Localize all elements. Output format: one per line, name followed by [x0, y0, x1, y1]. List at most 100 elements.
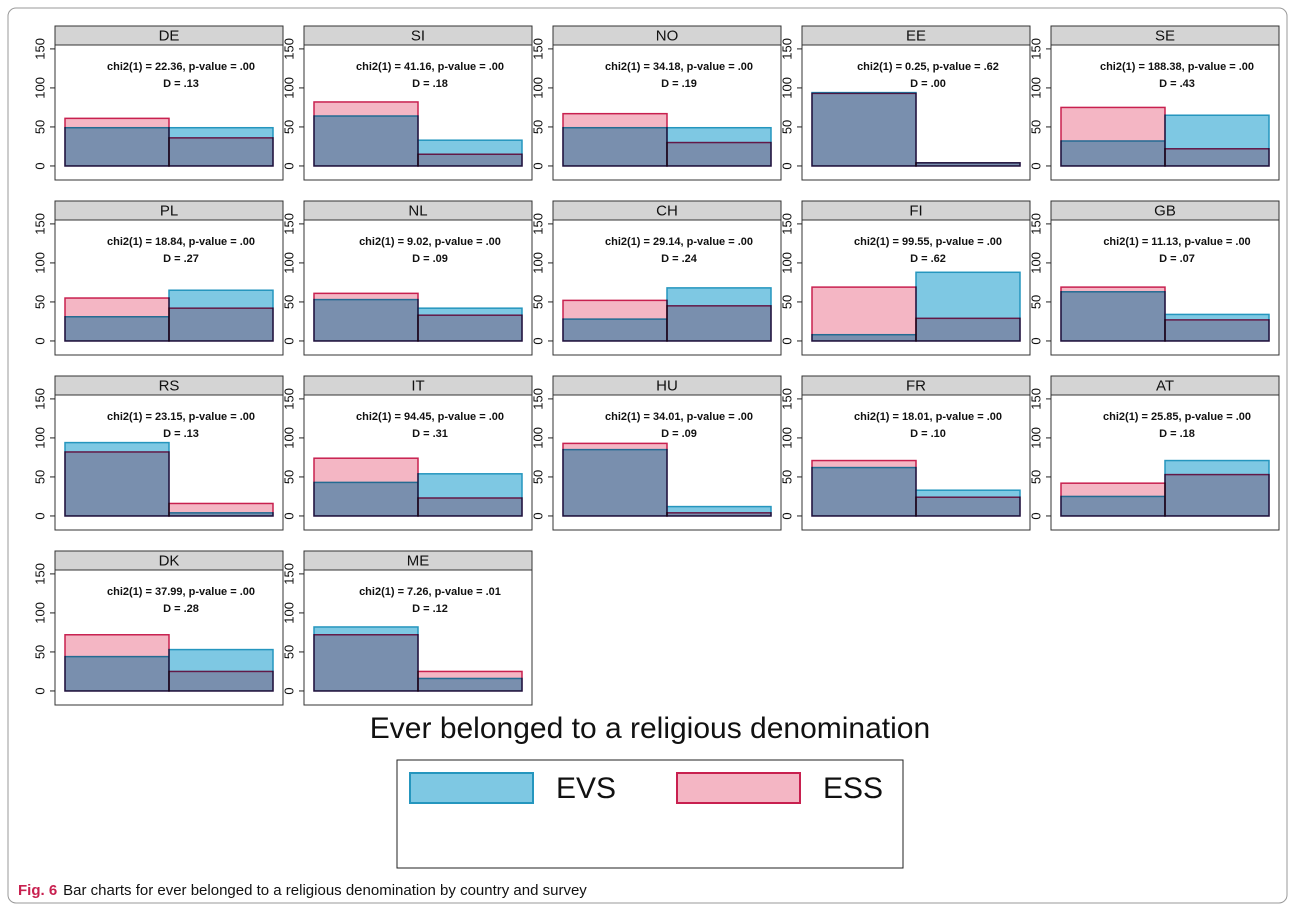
panel-title: FI — [909, 202, 922, 219]
y-tick-label: 0 — [530, 337, 545, 344]
y-tick-label: 100 — [32, 427, 47, 449]
figure-border — [7, 7, 1288, 904]
panel-title: FR — [906, 377, 926, 394]
y-tick-label: 50 — [281, 120, 296, 134]
bar — [417, 670, 523, 692]
annotation: D = .09 — [412, 253, 448, 265]
bar — [168, 137, 274, 167]
legend-swatch — [676, 772, 801, 804]
panel-title: AT — [1156, 377, 1174, 394]
legend-swatch — [409, 772, 534, 804]
bar — [64, 297, 170, 342]
bar — [811, 92, 917, 167]
caption-label: Fig. 6 — [18, 882, 57, 899]
bar — [915, 317, 1021, 342]
y-tick-label: 0 — [779, 162, 794, 169]
y-tick-label: 100 — [779, 77, 794, 99]
bar — [811, 459, 917, 517]
y-tick-label: 50 — [779, 470, 794, 484]
panel-title: ME — [407, 552, 430, 569]
y-tick-label: 50 — [779, 120, 794, 134]
bar — [417, 153, 523, 167]
bar — [64, 117, 170, 167]
y-tick-label: 100 — [779, 427, 794, 449]
bar — [64, 634, 170, 692]
bar — [1060, 286, 1166, 342]
annotation: chi2(1) = 23.15, p-value = .00 — [107, 411, 255, 423]
y-tick-label: 100 — [779, 252, 794, 274]
annotation: chi2(1) = 0.25, p-value = .62 — [857, 61, 999, 73]
y-tick-label: 100 — [281, 602, 296, 624]
y-tick-label: 100 — [281, 252, 296, 274]
y-tick-label: 100 — [1028, 427, 1043, 449]
y-tick-label: 50 — [530, 295, 545, 309]
annotation: D = .12 — [412, 603, 448, 615]
annotation: D = .27 — [163, 253, 199, 265]
y-tick-label: 0 — [1028, 162, 1043, 169]
annotation: chi2(1) = 9.02, p-value = .00 — [359, 236, 501, 248]
y-tick-label: 150 — [32, 38, 47, 60]
panel-title: GB — [1154, 202, 1176, 219]
panel-title: SE — [1155, 27, 1175, 44]
bar — [168, 670, 274, 692]
annotation: D = .24 — [661, 253, 698, 265]
annotation: chi2(1) = 25.85, p-value = .00 — [1103, 411, 1251, 423]
annotation: chi2(1) = 11.13, p-value = .00 — [1103, 236, 1250, 248]
annotation: D = .07 — [1159, 253, 1195, 265]
panel-title: IT — [411, 377, 424, 394]
y-tick-label: 50 — [32, 295, 47, 309]
y-tick-label: 50 — [32, 120, 47, 134]
y-tick-label: 100 — [530, 427, 545, 449]
annotation: chi2(1) = 18.01, p-value = .00 — [854, 411, 1002, 423]
y-tick-label: 50 — [530, 120, 545, 134]
panel-title: DE — [159, 27, 180, 44]
panel-title: RS — [159, 377, 180, 394]
annotation: D = .28 — [163, 603, 199, 615]
y-tick-label: 0 — [281, 162, 296, 169]
bar — [562, 112, 668, 167]
y-tick-label: 0 — [281, 687, 296, 694]
x-axis-title: Ever belonged to a religious denominatio… — [370, 712, 930, 745]
y-tick-label: 150 — [32, 213, 47, 235]
y-tick-label: 100 — [32, 252, 47, 274]
y-tick-label: 100 — [281, 427, 296, 449]
annotation: chi2(1) = 7.26, p-value = .01 — [359, 586, 501, 598]
bar — [313, 101, 419, 167]
y-tick-label: 50 — [281, 470, 296, 484]
annotation: chi2(1) = 37.99, p-value = .00 — [107, 586, 255, 598]
y-tick-label: 0 — [779, 512, 794, 519]
bar — [1060, 106, 1166, 167]
y-tick-label: 50 — [281, 295, 296, 309]
y-tick-label: 150 — [32, 388, 47, 410]
y-tick-label: 150 — [32, 563, 47, 585]
bar — [811, 286, 917, 342]
y-tick-label: 100 — [1028, 77, 1043, 99]
bar — [915, 162, 1021, 167]
y-tick-label: 150 — [281, 38, 296, 60]
panel-title: CH — [656, 202, 678, 219]
y-tick-label: 50 — [281, 645, 296, 659]
y-tick-label: 0 — [779, 337, 794, 344]
y-tick-label: 100 — [32, 77, 47, 99]
y-tick-label: 150 — [530, 38, 545, 60]
bar — [915, 496, 1021, 517]
y-tick-label: 50 — [1028, 470, 1043, 484]
annotation: chi2(1) = 34.01, p-value = .00 — [605, 411, 753, 423]
y-tick-label: 0 — [281, 512, 296, 519]
y-tick-label: 100 — [1028, 252, 1043, 274]
annotation: chi2(1) = 41.16, p-value = .00 — [356, 61, 504, 73]
annotation: chi2(1) = 34.18, p-value = .00 — [605, 61, 753, 73]
bar — [562, 299, 668, 342]
annotation: D = .10 — [910, 428, 946, 440]
y-tick-label: 0 — [32, 337, 47, 344]
bar — [64, 451, 170, 517]
legend-label: EVS — [556, 772, 616, 805]
bar — [666, 141, 772, 167]
y-tick-label: 150 — [779, 213, 794, 235]
annotation: chi2(1) = 18.84, p-value = .00 — [107, 236, 255, 248]
y-tick-label: 0 — [1028, 512, 1043, 519]
y-tick-label: 150 — [530, 213, 545, 235]
y-tick-label: 150 — [1028, 388, 1043, 410]
y-tick-label: 0 — [530, 162, 545, 169]
